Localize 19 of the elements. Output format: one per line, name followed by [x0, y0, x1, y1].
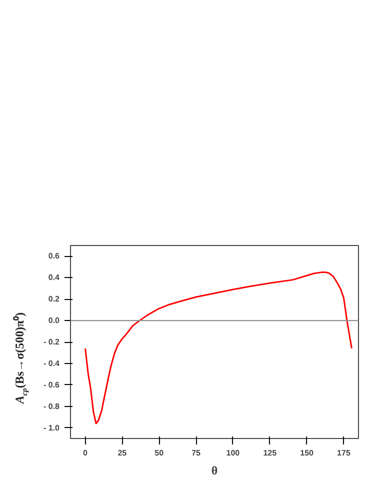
y-tick-label: 0.2: [48, 294, 60, 304]
x-tick-label: 25: [118, 448, 128, 458]
x-tick-label: 50: [154, 448, 164, 458]
y-tick-label: - 0.2: [43, 338, 60, 346]
x-tick-label: 75: [192, 448, 202, 458]
x-tick-label: 125: [263, 448, 278, 458]
y-tick-label: - 0.6: [43, 380, 60, 390]
y-tick-label: 0.0: [48, 316, 60, 326]
y-tick-label: - 0.4: [43, 358, 60, 368]
y-tick-label: - 0.8: [43, 402, 60, 411]
x-tick-label: 0: [83, 448, 88, 458]
y-tick-label: 0.4: [48, 273, 60, 282]
y-tick-label: 0.6: [48, 252, 60, 261]
x-tick-label: 175: [337, 448, 351, 458]
y-tick-label: - 1.0: [43, 423, 60, 432]
line-series: [84, 272, 352, 424]
x-tick-label: 100: [226, 448, 240, 458]
x-tick-label: 150: [300, 448, 314, 458]
x-axis-title: θ: [211, 464, 218, 478]
